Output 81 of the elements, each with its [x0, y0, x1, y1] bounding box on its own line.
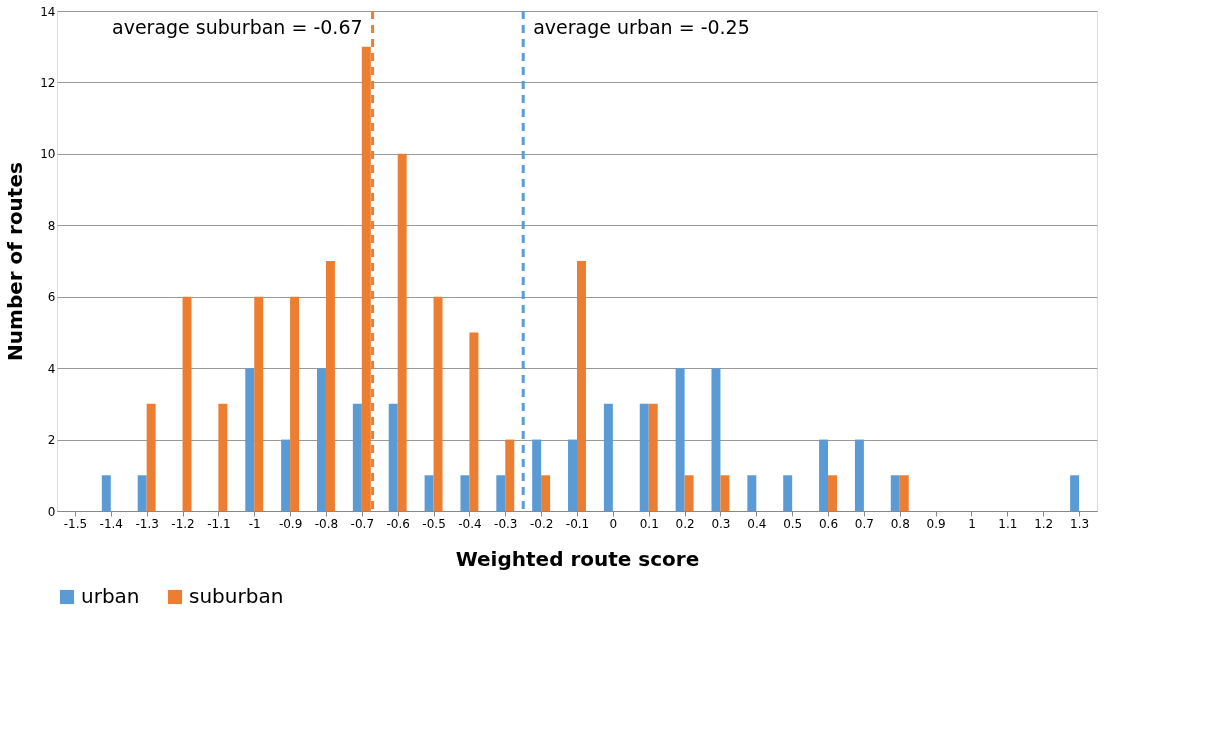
- ref-line-label: average urban = -0.25: [533, 16, 750, 38]
- x-tick-label: -1: [248, 516, 261, 531]
- bar: [648, 403, 658, 511]
- bar: [317, 368, 326, 511]
- x-tick-label: -1.2: [171, 516, 195, 531]
- x-tick-label: -0.7: [350, 516, 375, 531]
- x-tick-label: -0.3: [494, 516, 518, 531]
- bar: [747, 475, 757, 511]
- x-tick-label: 0.9: [926, 516, 946, 531]
- bar: [352, 403, 362, 511]
- x-tick-label: -1.1: [207, 516, 231, 531]
- x-axis-title: Weighted route score: [455, 546, 700, 571]
- x-tick-label: 0.3: [711, 516, 731, 531]
- bar: [684, 475, 694, 511]
- x-tick-label: 1.1: [998, 516, 1018, 531]
- bar: [890, 475, 900, 511]
- bar: [783, 475, 793, 511]
- bar: [720, 475, 730, 511]
- bar: [281, 439, 291, 511]
- bar: [460, 475, 470, 511]
- bar: [675, 368, 685, 511]
- bar: [541, 475, 551, 511]
- bar: [218, 403, 228, 511]
- x-tick-label: 0.6: [818, 516, 839, 531]
- x-tick-label: 1.2: [1034, 516, 1054, 531]
- bar: [819, 439, 829, 511]
- x-tick-label: 0.2: [675, 516, 695, 531]
- bar: [505, 439, 515, 511]
- x-tick-label: 0.8: [890, 516, 910, 531]
- x-tick-label: 0.4: [747, 516, 767, 531]
- bar: [290, 296, 300, 511]
- x-tick-label: 0: [609, 516, 618, 531]
- x-tick-label: 1: [968, 516, 976, 531]
- y-tick-label: 2: [47, 433, 56, 448]
- bar: [711, 368, 721, 511]
- x-tick-label: -0.5: [422, 516, 446, 531]
- bar: [146, 403, 156, 511]
- bar: [568, 439, 577, 511]
- bar: [137, 475, 147, 511]
- bar: [245, 368, 255, 511]
- y-axis-title: Number of routes: [3, 162, 28, 361]
- x-tick-label: -1.3: [135, 516, 159, 531]
- x-tick-label: -0.1: [565, 516, 590, 531]
- x-tick-label: -1.5: [63, 516, 88, 531]
- x-tick-label: 1.3: [1070, 516, 1090, 531]
- x-tick-label: -0.2: [529, 516, 554, 531]
- x-tick-label: -0.8: [314, 516, 339, 531]
- bar: [397, 153, 407, 511]
- bar: [325, 261, 335, 511]
- x-tick-label: 0.1: [639, 516, 659, 531]
- y-tick-label: 0: [47, 504, 56, 519]
- bar: [577, 261, 586, 511]
- bar: [424, 475, 434, 511]
- bar: [388, 403, 398, 511]
- bar: [496, 475, 506, 511]
- bar: [532, 439, 542, 511]
- x-tick-label: -0.6: [386, 516, 410, 531]
- bar: [1070, 475, 1080, 511]
- x-tick-label: -1.4: [99, 516, 123, 531]
- y-tick-label: 12: [40, 75, 56, 90]
- y-tick-label: 10: [40, 147, 56, 162]
- y-tick-label: 4: [47, 361, 56, 376]
- bar: [101, 475, 111, 511]
- bar: [254, 296, 264, 511]
- x-tick-label: 0.7: [854, 516, 874, 531]
- bar: [828, 475, 837, 511]
- bar: [854, 439, 864, 511]
- x-tick-label: 0.5: [783, 516, 803, 531]
- bar: [639, 403, 649, 511]
- x-tick-label: -0.4: [458, 516, 482, 531]
- bar: [603, 403, 613, 511]
- y-tick-label: 8: [47, 218, 56, 233]
- legend-label: suburban: [189, 584, 284, 608]
- bar: [899, 475, 909, 511]
- ref-line-label: average suburban = -0.67: [111, 16, 363, 38]
- y-tick-label: 14: [40, 4, 56, 19]
- bar: [433, 296, 443, 511]
- x-tick-label: -0.9: [278, 516, 303, 531]
- y-tick-label: 6: [47, 290, 56, 305]
- bar: [469, 332, 479, 511]
- legend-label: urban: [81, 584, 140, 608]
